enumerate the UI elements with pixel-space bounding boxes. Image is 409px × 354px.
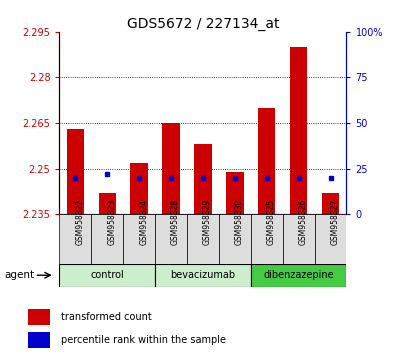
Text: agent: agent <box>5 270 35 280</box>
FancyBboxPatch shape <box>218 214 250 264</box>
Bar <box>28 309 50 325</box>
Title: GDS5672 / 227134_at: GDS5672 / 227134_at <box>126 17 279 31</box>
FancyBboxPatch shape <box>187 214 218 264</box>
Text: transformed count: transformed count <box>61 312 151 322</box>
Bar <box>28 332 50 348</box>
Text: GSM958327: GSM958327 <box>330 199 339 245</box>
Bar <box>321 193 338 214</box>
Text: GSM958329: GSM958329 <box>202 199 211 245</box>
Text: GSM958324: GSM958324 <box>139 199 148 245</box>
FancyBboxPatch shape <box>250 264 346 287</box>
FancyBboxPatch shape <box>282 214 314 264</box>
FancyBboxPatch shape <box>155 264 250 287</box>
Bar <box>257 108 275 214</box>
Text: bevacizumab: bevacizumab <box>170 270 235 280</box>
Bar <box>289 47 307 214</box>
Text: GSM958326: GSM958326 <box>298 199 307 245</box>
FancyBboxPatch shape <box>91 214 123 264</box>
FancyBboxPatch shape <box>123 214 155 264</box>
Text: GSM958328: GSM958328 <box>171 199 180 245</box>
Text: percentile rank within the sample: percentile rank within the sample <box>61 335 225 346</box>
FancyBboxPatch shape <box>59 214 91 264</box>
Text: GSM958325: GSM958325 <box>266 199 275 245</box>
Text: dibenzazepine: dibenzazepine <box>263 270 333 280</box>
Bar <box>194 144 211 214</box>
Bar <box>66 129 84 214</box>
Text: GSM958322: GSM958322 <box>75 199 84 245</box>
FancyBboxPatch shape <box>155 214 187 264</box>
FancyBboxPatch shape <box>250 214 282 264</box>
FancyBboxPatch shape <box>59 264 155 287</box>
Bar <box>225 172 243 214</box>
Bar <box>162 123 180 214</box>
Text: control: control <box>90 270 124 280</box>
Bar <box>98 193 116 214</box>
Text: GSM958330: GSM958330 <box>234 198 243 245</box>
FancyBboxPatch shape <box>314 214 346 264</box>
Text: GSM958323: GSM958323 <box>107 199 116 245</box>
Bar <box>130 162 148 214</box>
